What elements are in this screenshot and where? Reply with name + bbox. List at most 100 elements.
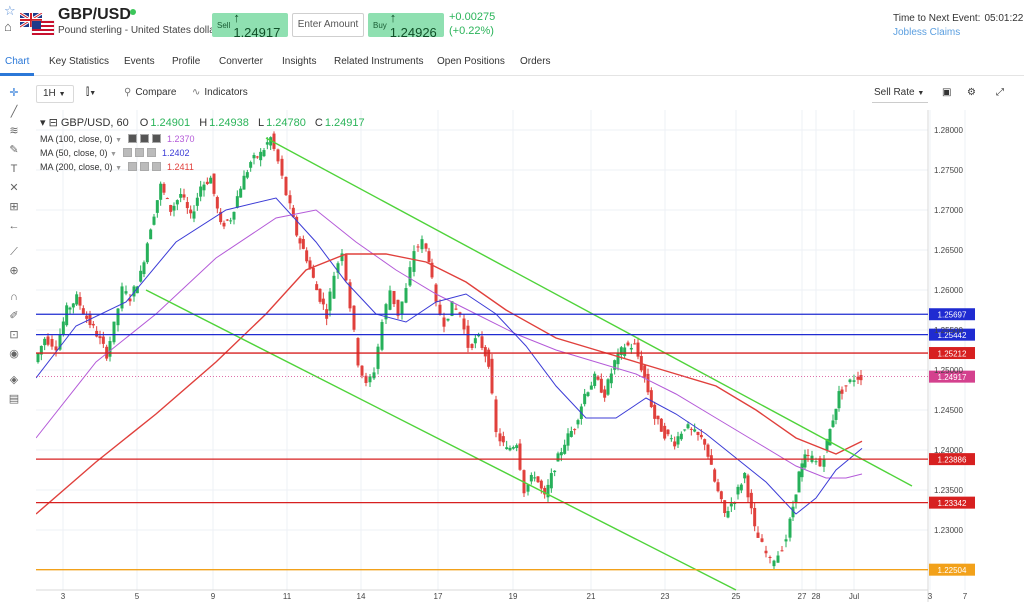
chevron-down-icon[interactable]: ▼ <box>110 151 117 158</box>
lock-drawing-icon[interactable]: ✐ <box>9 310 19 322</box>
eye-icon[interactable] <box>127 134 137 143</box>
candle-body <box>756 532 760 538</box>
chevron-down-icon[interactable]: ▼ <box>115 165 122 172</box>
chevron-down-icon[interactable]: ▼ <box>115 137 122 144</box>
price-chart[interactable]: 1.25697 1.25442 1.25212 1.23886 1.23342 1.225… <box>36 110 976 602</box>
legend-ma100-row: MA (100, close, 0) ▼ 1.2370 <box>40 134 195 144</box>
candle-body <box>673 441 677 447</box>
x-tick-label: 27 <box>798 592 807 601</box>
candle-body <box>706 444 710 457</box>
collapse-icon[interactable]: ▾ <box>40 117 46 129</box>
text-tool-icon[interactable]: T <box>10 163 18 175</box>
candle-body <box>606 379 610 395</box>
candle-body <box>392 290 396 305</box>
tab-related-instruments[interactable]: Related Instruments <box>334 56 424 67</box>
close-icon[interactable] <box>151 134 161 143</box>
compare-icon: ⚲ <box>124 87 132 98</box>
candle-type-select[interactable]: ⫿▼ <box>80 85 106 103</box>
zoom-in-icon[interactable]: ⊕ <box>9 265 19 277</box>
candle-body <box>376 346 380 369</box>
candle-body <box>245 172 249 178</box>
buy-button[interactable]: Buy ↑ 1.24926 <box>368 10 444 40</box>
channel-lower-line <box>145 289 737 591</box>
y-tick-label: 1.26500 <box>934 246 963 255</box>
fib-tool-icon[interactable]: ≋ <box>9 125 19 137</box>
candle-body <box>566 433 570 446</box>
candle-body <box>424 243 428 249</box>
gear-icon[interactable]: ⚙ <box>967 87 976 98</box>
candle-body <box>791 506 795 518</box>
close-icon[interactable] <box>146 148 156 157</box>
legend-ma200-row: MA (200, close, 0) ▼ 1.2411 <box>40 162 194 172</box>
gear-icon[interactable] <box>134 148 144 157</box>
tab-orders[interactable]: Orders <box>520 56 551 67</box>
candle-body <box>305 250 309 262</box>
ruler-icon[interactable]: ⟋ <box>10 246 18 258</box>
compare-button[interactable]: ⚲ Compare <box>124 87 176 98</box>
sell-button[interactable]: Sell ↑ 1.24917 <box>212 10 288 40</box>
gear-icon[interactable] <box>139 162 149 171</box>
next-event-link[interactable]: Jobless Claims <box>893 27 961 38</box>
last-price-label: 1.24917 <box>938 373 967 382</box>
trash-icon[interactable]: ▤ <box>8 393 20 405</box>
x-tick-label: 7 <box>963 592 968 601</box>
eye-icon[interactable] <box>127 162 137 171</box>
star-icon[interactable]: ☆ <box>4 3 16 18</box>
candle-body <box>61 321 65 335</box>
amount-input[interactable]: Enter Amount <box>292 13 364 37</box>
indicators-button[interactable]: ∿ Indicators <box>192 87 248 98</box>
candle-body <box>259 151 263 161</box>
eye-icon[interactable]: ◉ <box>9 348 19 360</box>
lock-icon[interactable]: ⊡ <box>9 329 19 341</box>
candle-body <box>420 239 424 250</box>
instrument-tabs: Chart Key Statistics Events Profile Conv… <box>0 52 1024 76</box>
candle-body <box>822 458 826 467</box>
gear-icon[interactable] <box>139 134 149 143</box>
tab-converter[interactable]: Converter <box>219 56 263 67</box>
candle-body <box>669 438 673 440</box>
candle-body <box>760 538 764 542</box>
fullscreen-icon[interactable]: ⤢ <box>996 87 1004 98</box>
crosshair-icon[interactable]: ✛ <box>9 87 19 99</box>
instrument-header: ☆ ⌂ GBP/USD Pound sterling - United Stat… <box>0 0 1024 48</box>
candle-body <box>573 429 577 431</box>
candle-body <box>58 334 62 350</box>
candle-body <box>511 447 515 449</box>
tab-events[interactable]: Events <box>124 56 155 67</box>
magnet-icon[interactable]: ∩ <box>10 291 18 303</box>
tab-key-statistics[interactable]: Key Statistics <box>49 56 110 67</box>
trend-line-icon[interactable]: ╱ <box>10 106 18 118</box>
candle-body <box>280 158 284 176</box>
legend-ma200-label: MA (200, close, 0) <box>40 162 113 172</box>
screenshot-icon[interactable]: ▣ <box>942 87 952 98</box>
legend-open: 1.24901 <box>150 117 191 129</box>
chevron-down-icon: ▼ <box>58 91 66 98</box>
eye-icon[interactable] <box>122 148 132 157</box>
candle-body <box>505 447 509 450</box>
bell-icon[interactable]: ⌂ <box>4 19 12 34</box>
candle-body <box>729 503 733 507</box>
tab-profile[interactable]: Profile <box>172 56 201 67</box>
measure-tool-icon[interactable]: ⊞ <box>9 201 19 213</box>
tab-insights[interactable]: Insights <box>282 56 317 67</box>
layers-icon[interactable]: ◈ <box>9 374 19 386</box>
candle-body <box>272 133 276 149</box>
buy-price: ↑ 1.24926 <box>390 10 444 40</box>
candle-body <box>659 418 663 432</box>
candle-body <box>427 251 431 262</box>
back-arrow-icon[interactable]: ← <box>8 220 20 232</box>
interval-select[interactable]: 1H ▼ <box>36 85 74 103</box>
candle-body <box>352 305 356 330</box>
candle-body <box>693 429 697 432</box>
tab-open-positions[interactable]: Open Positions <box>437 56 505 67</box>
candle-body <box>209 177 213 184</box>
candle-body <box>736 486 740 495</box>
rate-select[interactable]: Sell Rate ▼ <box>872 85 928 103</box>
brush-icon[interactable]: ✎ <box>9 144 19 156</box>
tab-chart[interactable]: Chart <box>5 56 30 67</box>
candle-body <box>332 275 336 299</box>
candle-body <box>772 560 776 567</box>
close-icon[interactable] <box>151 162 161 171</box>
pattern-tool-icon[interactable]: ✕ <box>9 182 19 194</box>
x-tick-label: 23 <box>661 592 670 601</box>
